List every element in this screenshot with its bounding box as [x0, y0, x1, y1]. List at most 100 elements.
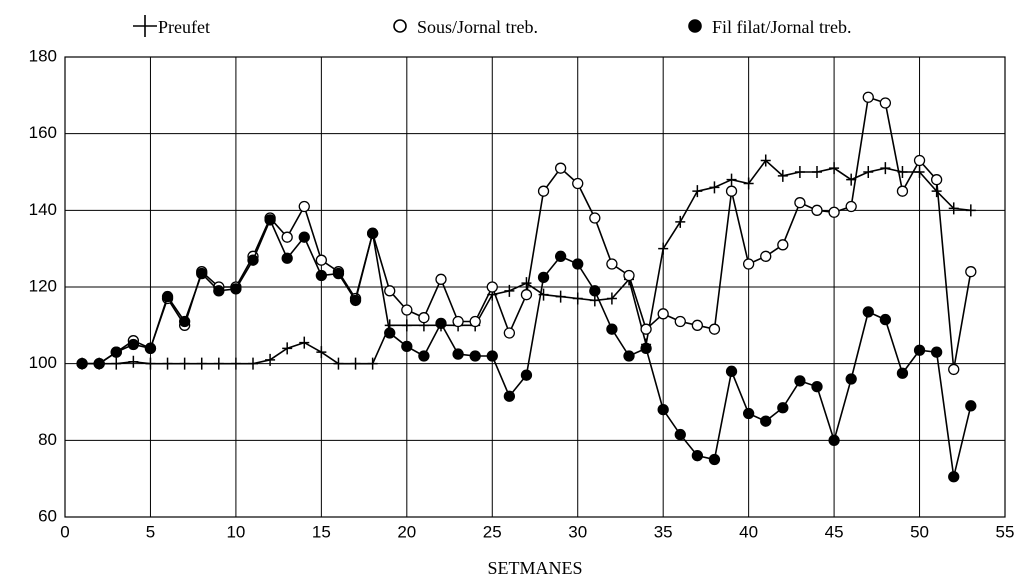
marker: [880, 162, 891, 175]
marker: [725, 185, 738, 197]
y-tick-label: 80: [38, 430, 57, 449]
marker: [948, 202, 959, 215]
marker: [828, 206, 840, 218]
marker: [315, 254, 328, 266]
marker: [298, 200, 310, 213]
marker: [418, 312, 430, 324]
marker: [742, 407, 755, 420]
legend-marker: [133, 15, 157, 37]
marker: [315, 269, 328, 282]
x-tick-label: 20: [397, 522, 416, 541]
marker: [777, 402, 789, 414]
marker: [127, 338, 140, 351]
marker: [161, 290, 174, 303]
marker: [930, 174, 943, 186]
marker: [349, 294, 362, 307]
marker: [401, 319, 412, 332]
marker: [503, 390, 516, 402]
x-axis-label: SETMANES: [487, 558, 582, 578]
marker: [948, 471, 960, 483]
marker: [111, 357, 122, 370]
marker: [178, 315, 191, 328]
marker: [93, 358, 105, 370]
marker: [675, 215, 686, 228]
marker: [794, 375, 806, 387]
marker: [469, 315, 481, 328]
legend-label: Fil filat/Jornal treb.: [712, 17, 851, 37]
marker: [845, 200, 857, 213]
y-tick-label: 120: [29, 276, 57, 295]
marker: [162, 357, 173, 370]
marker: [333, 357, 344, 370]
marker: [777, 169, 788, 182]
marker: [230, 283, 242, 295]
x-tick-label: 15: [312, 522, 331, 541]
marker: [230, 357, 241, 370]
marker: [196, 267, 208, 280]
marker: [384, 327, 396, 339]
marker: [179, 357, 190, 370]
marker: [879, 313, 892, 326]
marker: [896, 367, 909, 379]
marker: [265, 353, 276, 366]
marker: [760, 250, 772, 262]
marker: [965, 400, 977, 412]
marker: [281, 231, 293, 243]
marker: [282, 342, 293, 355]
marker: [366, 227, 379, 239]
marker: [846, 173, 857, 186]
marker: [640, 323, 652, 335]
marker: [930, 346, 943, 358]
marker: [248, 357, 258, 370]
marker: [128, 355, 139, 368]
marker: [726, 173, 737, 186]
marker: [896, 185, 909, 197]
marker: [247, 254, 259, 266]
x-tick-label: 35: [654, 522, 673, 541]
marker: [298, 231, 310, 243]
y-tick-label: 160: [29, 123, 57, 142]
x-tick-label: 0: [60, 522, 69, 541]
y-tick-label: 140: [29, 200, 57, 219]
marker: [452, 315, 464, 328]
marker: [572, 292, 583, 305]
marker: [708, 453, 721, 466]
marker: [743, 177, 754, 190]
marker: [213, 357, 224, 370]
marker: [674, 428, 686, 441]
marker: [332, 267, 345, 280]
marker: [777, 239, 789, 251]
y-tick-label: 60: [38, 506, 57, 525]
marker: [794, 166, 805, 178]
marker: [367, 357, 378, 370]
marker: [196, 357, 207, 370]
marker: [554, 250, 567, 262]
marker: [521, 277, 532, 290]
marker: [264, 214, 276, 226]
marker: [658, 242, 669, 255]
x-tick-label: 45: [825, 522, 844, 541]
marker: [435, 273, 447, 285]
marker: [692, 185, 703, 198]
marker: [640, 342, 652, 354]
marker: [862, 306, 874, 318]
marker: [948, 363, 960, 376]
marker: [845, 373, 857, 385]
x-tick-label: 30: [568, 522, 587, 541]
marker: [76, 358, 88, 370]
x-tick-label: 50: [910, 522, 929, 541]
series-line: [82, 96, 972, 370]
marker: [657, 404, 669, 416]
marker: [862, 91, 874, 103]
marker: [760, 154, 771, 167]
marker: [299, 336, 310, 349]
marker: [145, 357, 156, 370]
marker: [572, 177, 584, 190]
marker: [760, 415, 772, 427]
marker: [623, 350, 635, 362]
x-tick-label: 10: [226, 522, 245, 541]
marker: [401, 304, 413, 316]
marker: [828, 434, 840, 446]
marker: [811, 204, 823, 216]
